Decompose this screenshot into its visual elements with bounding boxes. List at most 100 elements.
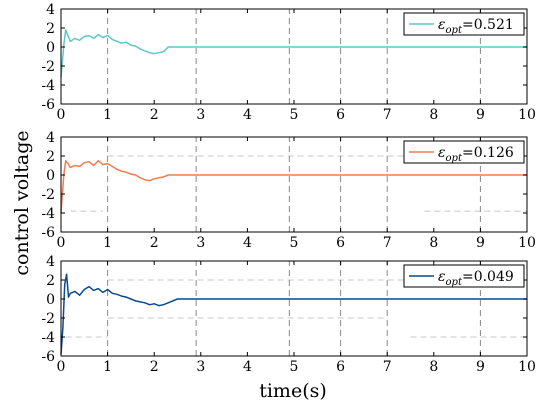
data-point [69,40,71,42]
data-point [120,295,123,297]
x-tick-label: 5 [290,107,299,123]
data-point [116,168,118,170]
legend-label: εopt=0.521 [438,17,514,36]
data-point [148,304,151,306]
data-point [62,326,64,329]
data-point [107,288,109,291]
data-point [64,284,66,286]
data-point [167,174,169,176]
x-tick-label: 9 [476,235,485,251]
data-point [200,174,202,176]
data-point [293,46,295,48]
x-tick-label: 2 [150,359,159,375]
x-tick-label: 5 [290,235,299,251]
x-tick-label: 0 [57,235,66,251]
legend-box [403,264,525,288]
x-tick-label: 10 [518,359,536,375]
data-point [88,161,90,163]
x-tick-label: 6 [336,107,345,123]
data-point [130,298,132,300]
x-tick-label: 6 [336,235,345,251]
data-point [153,303,155,305]
data-point [116,293,118,295]
series-line [60,160,527,214]
data-point [134,174,137,176]
data-point [93,289,95,292]
data-point [162,304,165,306]
legend-value: =0.126 [462,145,514,161]
data-point [130,173,132,175]
data-point [139,301,141,303]
panel-1: 0 1 2 3 4 5 6 7 8 9 10 4 2 0 -2 -4 -6 εopt=0.521 [41,2,536,123]
x-tick-label: 1 [103,107,112,123]
data-point [144,179,146,181]
y-tick-label: -2 [41,311,55,327]
legend-symbol: ε [438,17,446,33]
y-tick-label: 2 [46,21,55,37]
y-tick-label: -6 [41,225,55,241]
data-point [386,46,388,48]
data-point [88,35,90,37]
legend-label: εopt=0.049 [438,269,514,288]
data-point [69,166,71,168]
data-point [67,296,70,298]
x-tick-label: 3 [196,235,205,251]
data-point [120,170,123,172]
data-point [107,163,109,165]
y-tick-label: -2 [41,187,55,203]
data-point [340,46,342,48]
x-tick-label: 5 [290,359,299,375]
data-point [61,60,63,62]
data-point [172,46,174,48]
data-point [88,286,90,288]
data-point [386,298,388,300]
y-tick-label: -6 [41,97,55,113]
data-point [102,36,104,39]
data-point [111,38,113,41]
x-tick-label: 10 [518,235,536,251]
data-point [162,176,165,178]
data-point [93,37,95,40]
data-point [158,177,160,179]
x-tick-label: 4 [243,107,252,123]
data-point [134,45,137,47]
data-point [148,180,151,182]
data-point [340,174,342,176]
data-point [74,290,76,292]
x-tick-label: 9 [476,359,485,375]
data-point [125,171,127,173]
data-point [139,48,141,50]
x-tick-label: 8 [429,107,438,123]
data-point [162,51,165,53]
panel-3: 0 1 2 3 4 5 6 7 8 9 10 4 2 0 -2 -4 -6 εopt=0.049 [41,254,536,375]
x-tick-label: 9 [476,107,485,123]
data-point [246,298,248,300]
data-point [102,291,104,293]
data-point [125,41,127,43]
x-tick-label: 3 [196,107,205,123]
data-point [167,46,169,48]
data-point [83,162,85,164]
x-tick-label: 4 [243,359,252,375]
legend-value: =0.049 [462,269,514,285]
data-point [83,288,85,291]
legend-label: εopt=0.126 [438,145,514,164]
legend-value: =0.521 [462,17,514,33]
data-point [139,177,141,179]
data-point [93,164,95,167]
x-tick-label: 2 [150,107,159,123]
data-point [79,294,81,296]
data-point [158,305,160,307]
data-point [433,46,435,48]
series-line [60,29,527,78]
y-tick-label: -4 [41,206,55,222]
data-point [200,298,202,300]
y-tick-label: -6 [41,349,55,365]
data-point [69,292,71,294]
data-point [65,160,67,162]
data-point [433,174,435,176]
x-tick-label: 2 [150,235,159,251]
x-tick-label: 0 [57,359,66,375]
data-point [479,298,481,300]
